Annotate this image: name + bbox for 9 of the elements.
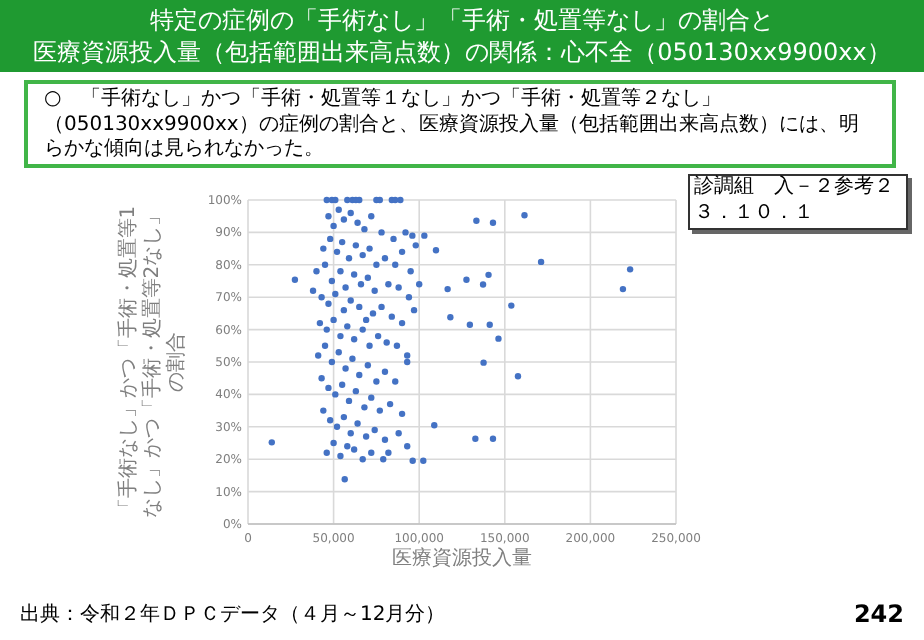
title: 特定の症例の「手術なし」「手術・処置等なし」の割合と <box>148 4 776 36</box>
xlabel: 医療資源投入量 <box>390 548 534 572</box>
annotation: ３．１０．１ <box>694 202 814 226</box>
annotation: 242 <box>853 600 904 628</box>
annotation: 出典：令和２年ＤＰＣデータ（４月～12月分） <box>20 604 446 628</box>
annotation: ○ 「手術なし」かつ「手術・処置等１なし」かつ「手術・処置等２なし」（050130xx9900xx）の症例の割合と、医療資源投入量（包括範囲出来高点数）には、明らかな傾向は見られなかった。 <box>24 80 896 168</box>
subtitle: 医療資源投入量（包括範囲出来高点数）の関係：心不全（050130xx9900xx） <box>31 36 893 68</box>
annotation: 診調組 入－２参考２ <box>694 176 894 200</box>
ylabel: 「手術なし」かつ「手術・処置等1なし」かつ「手術・処置等2なし」の割合 <box>118 203 190 523</box>
